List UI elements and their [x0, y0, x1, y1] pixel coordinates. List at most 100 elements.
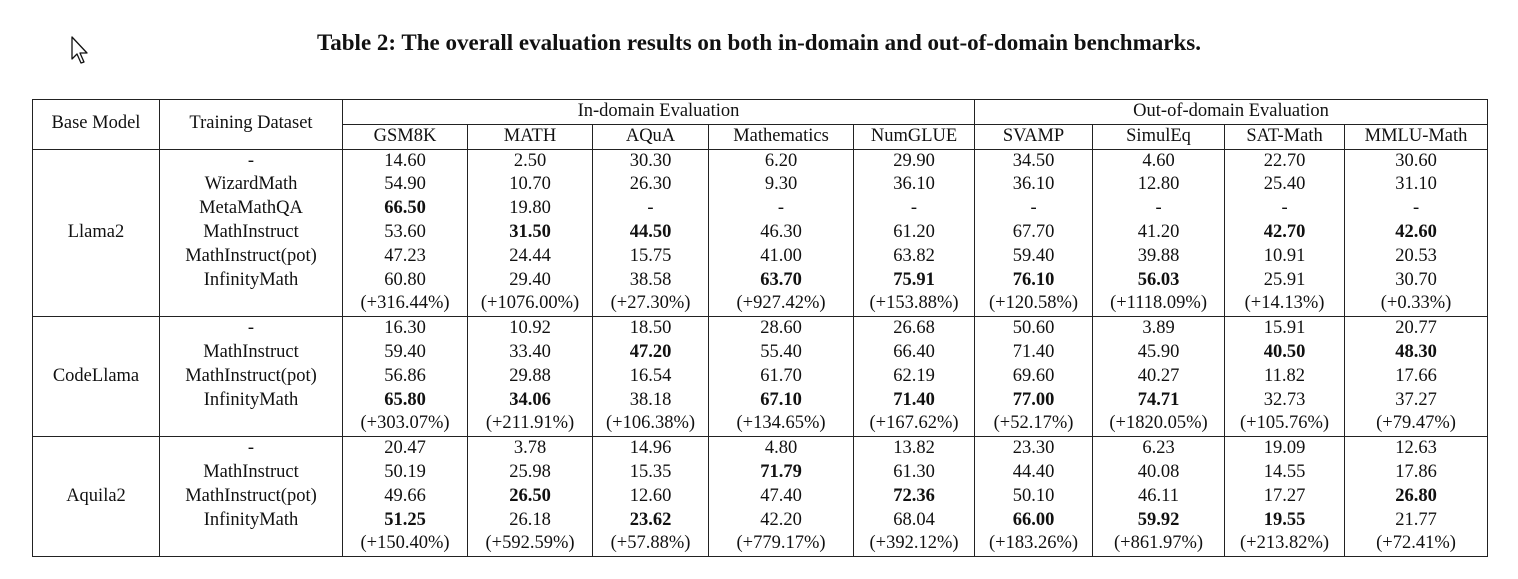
score-cell: 14.60	[342, 148, 468, 174]
score-cell: 15.35	[592, 460, 709, 485]
score-cell: 41.00	[708, 244, 854, 269]
training-dataset-cell: WizardMath	[159, 173, 343, 198]
score-cell: 29.88	[467, 364, 593, 389]
score-cell: 60.80	[342, 268, 468, 293]
score-cell: (+183.26%)	[974, 532, 1093, 557]
score-cell: 46.30	[708, 220, 854, 245]
score-cell: 23.62	[592, 508, 709, 533]
score-cell: 17.66	[1344, 364, 1488, 389]
table-row: MathInstruct 53.60 31.50 44.50 46.30 61.20 67.…	[33, 220, 1488, 245]
table-row: MathInstruct(pot) 56.86 29.88 16.54 61.70 62.…	[33, 364, 1488, 389]
score-cell: 65.80	[342, 388, 468, 413]
score-cell: (+779.17%)	[708, 532, 854, 557]
score-cell: 36.10	[852, 173, 975, 198]
score-cell: 38.58	[592, 268, 709, 293]
score-cell: 10.70	[467, 173, 593, 198]
score-cell: 61.70	[708, 364, 854, 389]
score-cell: (+120.58%)	[974, 292, 1093, 317]
score-cell: 2.50	[467, 148, 593, 174]
score-cell: (+134.65%)	[708, 412, 854, 437]
score-cell: 30.60	[1344, 148, 1488, 174]
score-cell: 44.40	[974, 460, 1093, 485]
score-cell: 25.91	[1224, 268, 1345, 293]
score-cell: 75.91	[852, 268, 975, 293]
mouse-cursor-icon	[71, 36, 88, 64]
score-cell: 76.10	[974, 268, 1093, 293]
score-cell: 19.80	[467, 197, 593, 221]
score-cell: 15.91	[1224, 316, 1345, 341]
score-cell: 67.70	[974, 220, 1093, 245]
score-cell: -	[974, 197, 1093, 221]
score-cell: 26.50	[467, 484, 593, 509]
score-cell: 69.60	[974, 364, 1093, 389]
score-cell: 59.40	[974, 244, 1093, 269]
score-cell: 3.89	[1092, 316, 1225, 341]
table-caption: Table 2: The overall evaluation results …	[317, 30, 1201, 55]
score-cell: 66.00	[974, 508, 1093, 533]
table-row: WizardMath 54.90 10.70 26.30 9.30 36.10 36.10 1…	[33, 173, 1488, 198]
score-cell: (+27.30%)	[592, 292, 709, 317]
score-cell: 14.96	[592, 436, 709, 461]
training-dataset-cell: -	[159, 316, 343, 341]
score-cell: -	[708, 197, 854, 221]
score-cell: (+72.41%)	[1344, 532, 1488, 557]
score-cell: 28.60	[708, 316, 854, 341]
score-cell: -	[852, 197, 975, 221]
score-cell: 25.40	[1224, 173, 1345, 198]
score-cell: 62.19	[852, 364, 975, 389]
score-cell: 71.79	[708, 460, 854, 485]
score-cell: (+1076.00%)	[467, 292, 593, 317]
table-row: InfinityMath 51.25 26.18 23.62 42.20 68.04 66.…	[33, 508, 1488, 533]
score-cell: 72.36	[852, 484, 975, 509]
header-in-domain: In-domain Evaluation	[341, 99, 975, 125]
score-cell: -	[1224, 197, 1345, 221]
score-cell: 61.30	[852, 460, 975, 485]
score-cell: 40.08	[1092, 460, 1225, 485]
score-cell: (+1820.05%)	[1092, 412, 1225, 437]
training-dataset-cell: MathInstruct(pot)	[159, 244, 343, 269]
score-cell: 15.75	[592, 244, 709, 269]
score-cell: 3.78	[467, 436, 593, 461]
training-dataset-cell: MathInstruct	[159, 220, 343, 245]
score-cell: 48.30	[1344, 340, 1488, 365]
score-cell: 29.40	[467, 268, 593, 293]
score-cell: 49.66	[342, 484, 468, 509]
score-cell: 56.86	[342, 364, 468, 389]
score-cell: -	[592, 197, 709, 221]
header-benchmark: GSM8K	[342, 124, 468, 150]
training-dataset-cell: MathInstruct	[159, 340, 343, 365]
score-cell: 51.25	[342, 508, 468, 533]
score-cell: 30.30	[592, 148, 709, 174]
score-cell: 26.18	[467, 508, 593, 533]
score-cell: 50.60	[974, 316, 1093, 341]
base-model-cell: CodeLlama	[32, 316, 160, 437]
score-cell: 56.03	[1092, 268, 1225, 293]
header-benchmark: SimulEq	[1092, 124, 1225, 150]
score-cell: 16.54	[592, 364, 709, 389]
score-cell: (+153.88%)	[852, 292, 975, 317]
score-cell: 12.63	[1344, 436, 1488, 461]
table-body: Llama2-14.60 2.50 30.30 6.20 29.90 34.50 4.60 2…	[32, 148, 1488, 557]
score-cell: (+316.44%)	[342, 292, 468, 317]
score-cell: (+167.62%)	[852, 412, 975, 437]
score-cell: 24.44	[467, 244, 593, 269]
score-cell: (+105.76%)	[1224, 412, 1345, 437]
table-row: MathInstruct(pot) 49.66 26.50 12.60 47.40 72.…	[33, 484, 1488, 509]
score-cell: 12.60	[592, 484, 709, 509]
score-cell: 47.23	[342, 244, 468, 269]
score-cell: 21.77	[1344, 508, 1488, 533]
score-cell: 55.40	[708, 340, 854, 365]
score-cell: 54.90	[342, 173, 468, 198]
score-cell: (+0.33%)	[1344, 292, 1488, 317]
header-benchmark: MATH	[467, 124, 593, 150]
score-cell: 4.80	[708, 436, 854, 461]
table-row: InfinityMath 65.80 34.06 38.18 67.10 71.40 77.…	[33, 388, 1488, 413]
score-cell: 30.70	[1344, 268, 1488, 293]
score-cell: (+392.12%)	[852, 532, 975, 557]
score-cell: 46.11	[1092, 484, 1225, 509]
score-cell: 10.91	[1224, 244, 1345, 269]
header-training-dataset: Training Dataset	[159, 99, 343, 150]
header-benchmark: MMLU-Math	[1344, 124, 1488, 150]
score-cell: 67.10	[708, 388, 854, 413]
table-row: (+303.07%) (+211.91%) (+106.38%) (+134.65%)…	[33, 412, 1488, 437]
